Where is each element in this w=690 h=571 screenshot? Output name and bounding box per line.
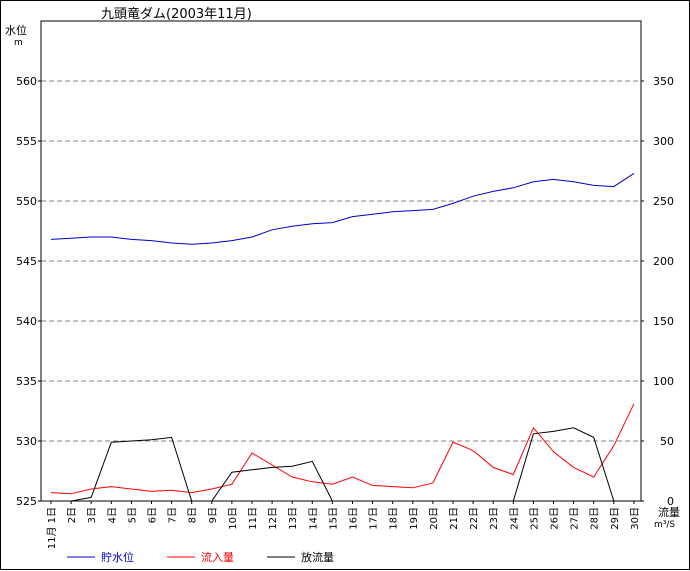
x-tick-label: 7日	[168, 507, 179, 523]
right-tick-label: 0	[667, 495, 674, 508]
x-tick-label: 29日	[610, 507, 621, 530]
x-tick-label: 24日	[509, 507, 520, 530]
series-line-放流量	[71, 436, 333, 502]
left-tick-label: 550	[16, 195, 37, 208]
left-tick-label: 540	[16, 315, 37, 328]
right-tick-label: 250	[653, 195, 674, 208]
left-axis-label: 水位	[5, 23, 27, 37]
x-tick-label: 19日	[409, 507, 420, 530]
left-tick-label: 555	[16, 135, 37, 148]
x-tick-label: 30日	[630, 507, 641, 530]
x-tick-label: 11月 1日	[46, 507, 58, 549]
x-tick-label: 10日	[228, 507, 239, 530]
x-tick-label: 23日	[489, 507, 500, 530]
chart-title: 九頭竜ダム(2003年11月)	[101, 7, 252, 22]
x-tick-label: 6日	[148, 507, 159, 523]
x-tick-label: 16日	[349, 507, 360, 530]
left-tick-label: 535	[16, 375, 37, 388]
right-tick-label: 350	[653, 75, 674, 88]
x-tick-label: 12日	[268, 507, 279, 530]
x-tick-label: 25日	[529, 507, 540, 530]
left-axis-unit: m	[14, 38, 23, 48]
x-tick-label: 17日	[369, 507, 380, 530]
legend-label: 流入量	[201, 550, 234, 564]
left-tick-label: 525	[16, 495, 37, 508]
left-tick-label: 530	[16, 435, 37, 448]
x-tick-label: 8日	[188, 507, 199, 523]
x-tick-label: 22日	[469, 507, 480, 530]
right-tick-label: 50	[660, 435, 674, 448]
right-axis-label: 流量	[658, 505, 680, 519]
x-tick-label: 20日	[429, 507, 440, 530]
x-tick-label: 26日	[550, 507, 561, 530]
x-tick-label: 9日	[208, 507, 219, 523]
right-tick-label: 300	[653, 135, 674, 148]
x-tick-label: 28日	[590, 507, 601, 530]
x-tick-label: 18日	[389, 507, 400, 530]
x-tick-label: 21日	[449, 507, 460, 530]
right-axis-unit: m³/S	[654, 520, 675, 530]
legend-label: 放流量	[301, 550, 334, 564]
x-tick-label: 2日	[67, 507, 78, 523]
x-tick-label: 5日	[127, 507, 138, 523]
right-tick-label: 100	[653, 375, 674, 388]
x-tick-label: 11日	[248, 507, 259, 530]
x-tick-label: 4日	[107, 507, 118, 523]
series-line-流入量	[50, 403, 635, 495]
x-tick-label: 3日	[87, 507, 98, 523]
x-tick-label: 13日	[288, 507, 299, 530]
left-tick-label: 545	[16, 255, 37, 268]
series-line-放流量	[512, 427, 615, 502]
left-tick-label: 560	[16, 75, 37, 88]
x-tick-label: 27日	[570, 507, 581, 530]
right-tick-label: 150	[653, 315, 674, 328]
series-line-貯水位	[50, 172, 635, 245]
x-tick-label: 15日	[328, 507, 339, 530]
x-tick-label: 14日	[308, 507, 319, 530]
right-tick-label: 200	[653, 255, 674, 268]
legend-label: 貯水位	[101, 550, 134, 564]
